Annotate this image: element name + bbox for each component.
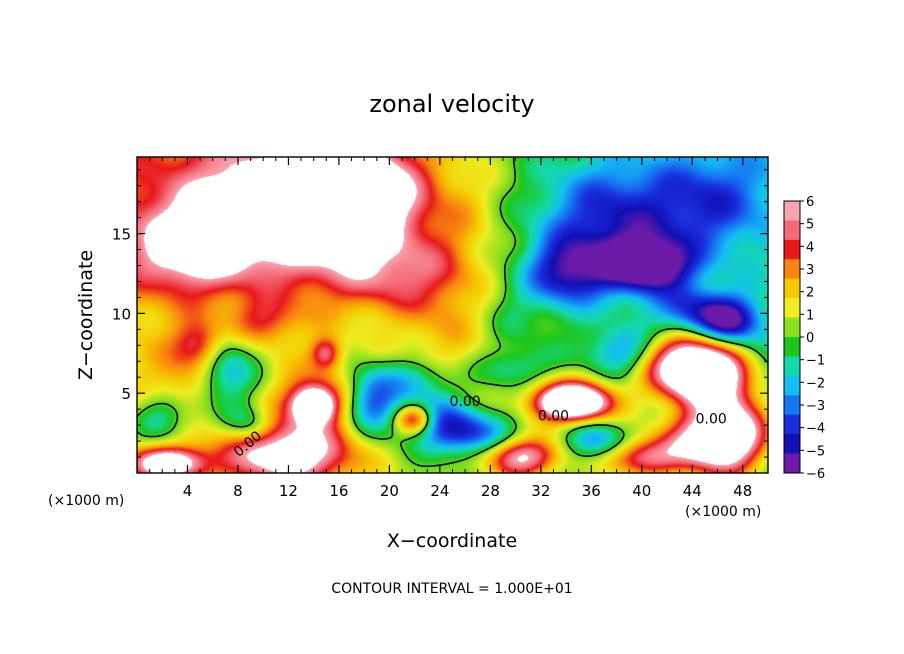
x-tick-label: 48 [733,482,752,500]
x-axis-label: X−coordinate [387,530,517,552]
y-axis-label: Z−coordinate [75,250,97,380]
colorbar-swatch [784,220,800,241]
colorbar-swatch [784,201,800,221]
colorbar-swatch [784,337,800,357]
colorbar-label: −5 [806,444,825,459]
contour-lines [137,157,768,468]
zero-contour [137,157,768,468]
x-tick-label: 40 [632,482,651,500]
y-tick-label: 15 [112,226,131,244]
colorbar-label: −4 [806,422,825,437]
x-tick-label: 16 [329,482,348,500]
colorbar-swatch [784,434,800,455]
x-tick-label: 32 [531,482,550,500]
colorbar-swatch [784,395,800,416]
x-tick-label: 36 [582,482,601,500]
colorbar-swatch [784,239,800,260]
x-axis: 4 8 12 16 20 24 28 32 36 40 44 48 [149,157,756,500]
x-unit-label: (×1000 m) [685,504,761,520]
contour-label: 0.00 [538,408,569,424]
contour-label: 0.00 [696,412,727,428]
x-tick-label: 8 [233,482,243,500]
colorbar-label: 0 [806,331,814,346]
colorbar-swatch [784,298,800,319]
y-tick-label: 5 [121,385,131,403]
colorbar-swatch [784,414,800,435]
colorbar-label: 5 [806,218,814,233]
z-unit-label: (×1000 m) [48,493,124,509]
y-axis: 5 10 15 [112,169,768,458]
contour-label: 0.00 [450,394,481,410]
colorbar-label: −6 [806,467,825,482]
colorbar-label: −3 [806,399,825,414]
x-tick-label: 44 [683,482,702,500]
colorbar-label: 1 [806,308,814,323]
colorbar-label: 2 [806,286,814,301]
chart-title: zonal velocity [369,90,534,118]
y-tick-label: 10 [112,305,131,323]
colorbar-label: −2 [806,376,825,391]
x-tick-label: 4 [183,482,193,500]
colorbar-swatch [784,453,800,474]
heatmap-field [137,157,768,473]
colorbar-swatch [784,317,800,338]
colorbar-label: 6 [806,195,814,210]
colorbar-swatch [784,259,800,280]
colorbar-label: −1 [806,354,825,369]
x-tick-label: 20 [380,482,399,500]
colorbar-swatch [784,356,800,377]
colorbar-swatch [784,278,800,299]
x-tick-label: 24 [430,482,449,500]
colorbar-label: 4 [806,240,814,255]
x-tick-label: 12 [279,482,298,500]
colorbar-swatch [784,375,800,396]
colorbar-label: 3 [806,263,814,278]
colorbar: 6 5 4 3 2 1 0 −1 −2 −3 −4 −5 −6 [783,195,825,482]
x-tick-label: 28 [481,482,500,500]
contour-interval-note: CONTOUR INTERVAL = 1.000E+01 [331,581,572,597]
